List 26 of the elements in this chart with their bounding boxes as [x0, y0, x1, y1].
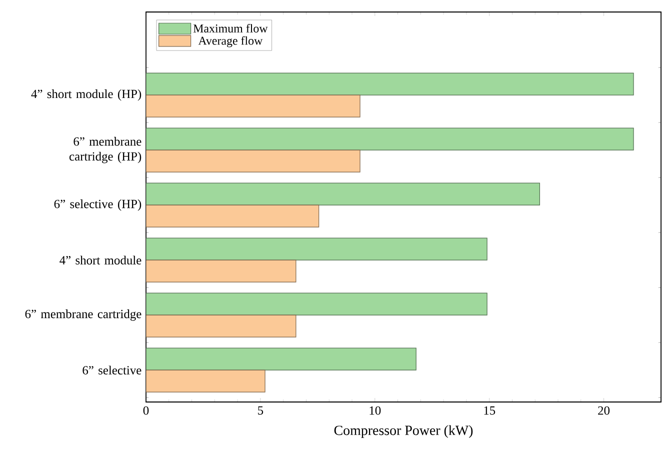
bar — [146, 260, 296, 282]
bar — [146, 314, 296, 338]
y-tick-label: 4” short module — [60, 256, 142, 264]
x-axis-title: Compressor Power (kW) — [334, 425, 473, 438]
y-tick-label: 6” selective (HP) — [54, 199, 142, 211]
bar — [146, 72, 634, 96]
legend-label: Average flow — [198, 36, 263, 48]
bar — [146, 182, 540, 206]
bar — [146, 150, 360, 172]
y-tick-label: 6” selective — [82, 366, 142, 374]
x-tick-label: 20 — [598, 406, 610, 415]
x-tick-label: 0 — [143, 406, 149, 415]
y-tick-label: 4” short module (HP) — [31, 89, 142, 101]
x-tick-label: 15 — [484, 406, 496, 415]
bar — [146, 94, 360, 118]
bar — [146, 370, 266, 392]
bar — [146, 348, 416, 370]
bar — [146, 292, 488, 316]
bar — [146, 238, 488, 260]
y-tick-label: 6” membrane cartridge — [25, 309, 142, 321]
legend-label: Maximum flow — [193, 24, 268, 33]
y-tick-label: 6” membrane cartridge (HP) — [70, 136, 142, 164]
x-tick-label: 5 — [258, 406, 264, 415]
bar — [146, 128, 634, 150]
x-tick-label: 10 — [370, 406, 381, 415]
bar — [146, 204, 320, 228]
